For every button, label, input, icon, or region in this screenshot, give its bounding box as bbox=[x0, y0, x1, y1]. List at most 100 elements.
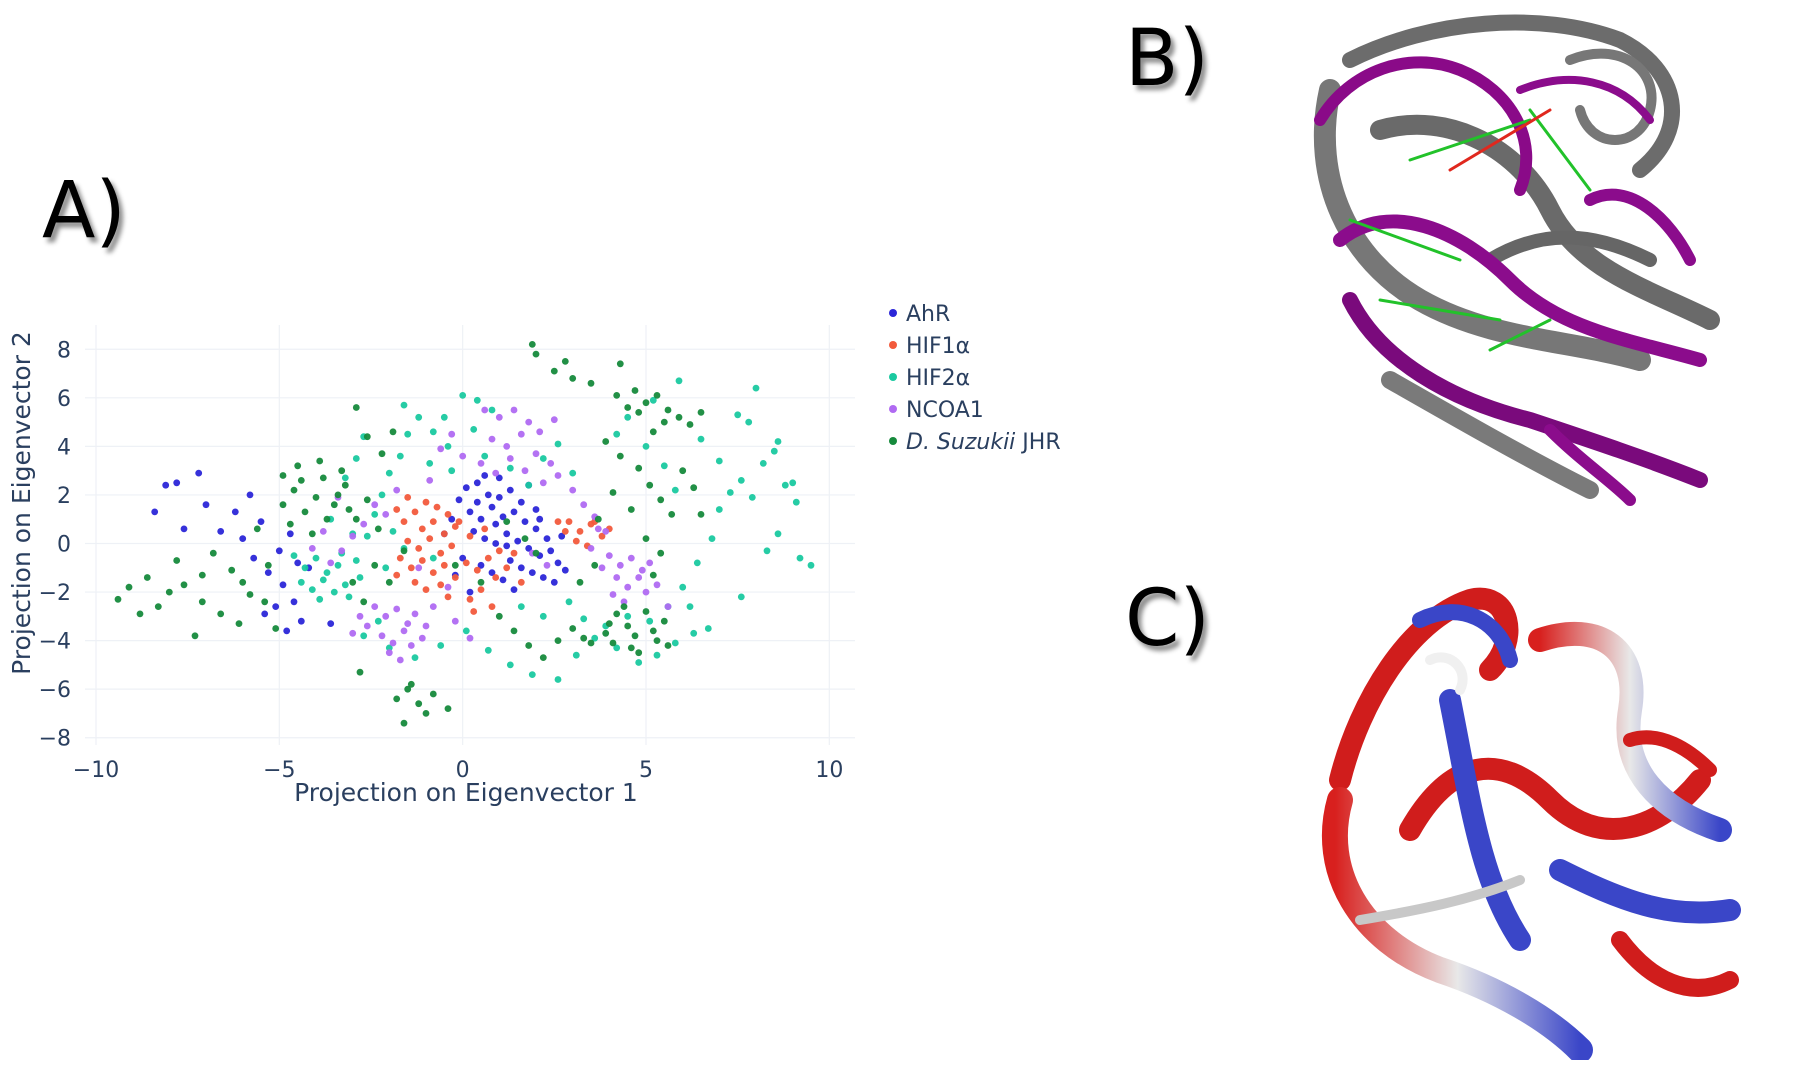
series-4 bbox=[114, 341, 705, 727]
data-point bbox=[521, 467, 529, 475]
legend-label: D. Suzukii JHR bbox=[906, 430, 1061, 455]
data-point bbox=[653, 581, 661, 589]
data-point bbox=[143, 574, 151, 581]
data-point bbox=[745, 418, 753, 426]
data-point bbox=[396, 452, 404, 460]
data-point bbox=[525, 545, 533, 552]
data-point bbox=[543, 561, 551, 569]
data-point bbox=[316, 595, 324, 603]
data-point bbox=[125, 583, 133, 591]
data-point bbox=[631, 632, 639, 640]
legend-item[interactable]: HIF2α bbox=[889, 366, 970, 391]
data-point bbox=[602, 528, 610, 535]
data-point bbox=[514, 537, 522, 545]
data-point bbox=[495, 547, 503, 555]
legend-item[interactable]: HIF1α bbox=[889, 334, 970, 359]
data-point bbox=[594, 515, 602, 523]
data-point bbox=[426, 460, 434, 467]
data-point bbox=[279, 501, 287, 509]
data-point bbox=[297, 617, 305, 625]
data-point bbox=[356, 668, 364, 676]
data-point bbox=[506, 557, 514, 564]
data-point bbox=[477, 586, 485, 593]
data-point bbox=[572, 651, 580, 659]
data-point bbox=[517, 564, 525, 572]
data-point bbox=[389, 639, 397, 647]
data-point bbox=[246, 491, 254, 499]
data-point bbox=[455, 496, 463, 504]
data-point bbox=[426, 477, 434, 484]
data-point bbox=[422, 586, 430, 593]
data-point bbox=[481, 452, 489, 460]
data-point bbox=[697, 409, 705, 416]
panel-label-c: C) bbox=[1125, 574, 1210, 664]
data-point bbox=[385, 649, 393, 657]
data-point bbox=[404, 494, 412, 501]
data-point bbox=[492, 469, 500, 477]
data-point bbox=[440, 561, 448, 569]
data-point bbox=[591, 561, 599, 569]
data-point bbox=[477, 515, 485, 523]
scatter-plot: 8 6 4 2 0 −2 −4 −6 −8 −10 −5 0 5 10 Projection on Ei… bbox=[7, 302, 1061, 807]
data-point bbox=[503, 542, 511, 550]
data-point bbox=[448, 467, 456, 475]
data-point bbox=[613, 392, 621, 399]
data-point bbox=[312, 494, 320, 501]
data-point bbox=[466, 508, 474, 516]
x-tick-label: 0 bbox=[456, 758, 470, 783]
legend[interactable]: AhR HIF1α HIF2α NCOA1 D. Suzukii JHR bbox=[889, 302, 1061, 455]
data-point bbox=[466, 532, 474, 540]
data-point bbox=[510, 406, 518, 414]
data-point bbox=[393, 695, 401, 703]
data-point bbox=[360, 632, 368, 640]
data-point bbox=[525, 418, 533, 426]
data-point bbox=[532, 350, 540, 358]
data-point bbox=[470, 608, 478, 615]
data-point bbox=[400, 518, 408, 525]
data-point bbox=[587, 545, 595, 552]
data-point bbox=[646, 617, 654, 625]
legend-item[interactable]: NCOA1 bbox=[889, 398, 984, 423]
data-point bbox=[528, 569, 536, 576]
data-point bbox=[627, 644, 635, 652]
data-point bbox=[484, 554, 492, 562]
data-point bbox=[371, 511, 379, 518]
data-point bbox=[250, 554, 258, 562]
data-point bbox=[202, 501, 210, 509]
data-point bbox=[613, 610, 621, 618]
data-point bbox=[481, 535, 489, 542]
data-point bbox=[481, 525, 489, 533]
legend-item[interactable]: AhR bbox=[889, 302, 950, 327]
data-point bbox=[660, 617, 668, 625]
data-point bbox=[173, 479, 181, 487]
series-3 bbox=[308, 406, 672, 664]
data-point bbox=[481, 406, 489, 414]
data-point bbox=[319, 576, 327, 584]
data-point bbox=[657, 549, 665, 557]
data-point bbox=[393, 486, 401, 494]
data-point bbox=[341, 481, 349, 489]
data-point bbox=[451, 523, 459, 530]
data-point bbox=[418, 525, 426, 533]
data-point bbox=[635, 659, 643, 666]
data-point bbox=[759, 460, 767, 467]
panel-label-a: A) bbox=[42, 166, 126, 256]
series-1 bbox=[393, 494, 613, 615]
legend-item[interactable]: D. Suzukii JHR bbox=[889, 430, 1061, 455]
data-point bbox=[429, 690, 437, 698]
data-point bbox=[653, 651, 661, 659]
data-point bbox=[536, 515, 544, 523]
data-point bbox=[591, 634, 599, 642]
data-point bbox=[415, 545, 423, 552]
data-point bbox=[558, 532, 566, 540]
data-point bbox=[594, 525, 602, 533]
data-point bbox=[484, 491, 492, 499]
data-point bbox=[642, 588, 650, 596]
data-point bbox=[257, 518, 265, 525]
data-point bbox=[528, 671, 536, 678]
data-point bbox=[642, 443, 650, 450]
data-point bbox=[543, 535, 551, 542]
data-point bbox=[283, 627, 291, 635]
data-point bbox=[360, 598, 368, 606]
data-point bbox=[323, 569, 331, 576]
